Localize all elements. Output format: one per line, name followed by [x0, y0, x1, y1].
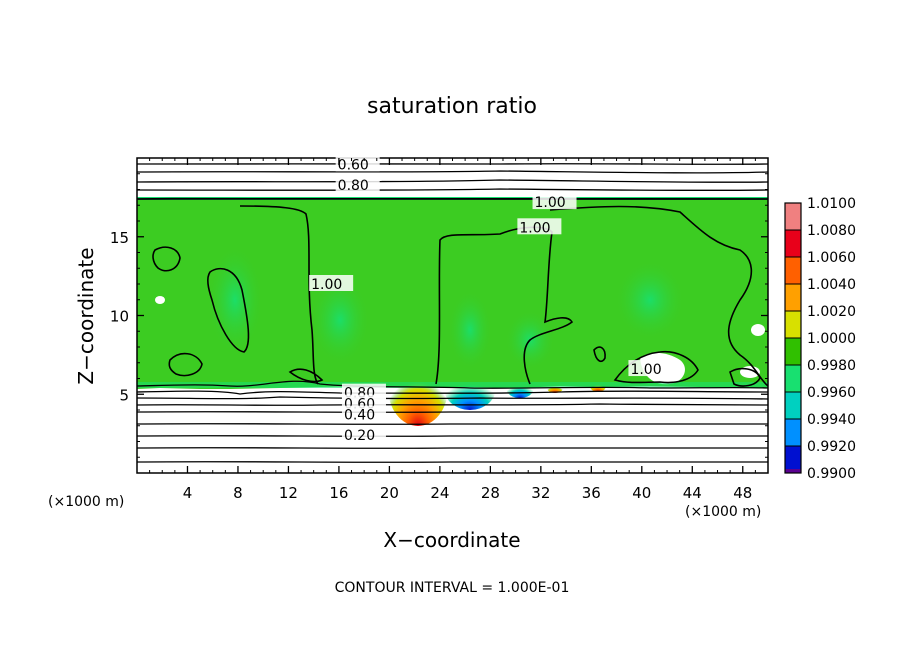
- colorbar-label: 1.0000: [807, 331, 856, 347]
- colorbar-swatch-bottom: [785, 469, 801, 473]
- colorbar-swatch: [785, 338, 801, 365]
- contour-label-bg: [335, 155, 380, 172]
- x-tick-label: 20: [380, 484, 399, 502]
- colorbar-label: 0.9920: [807, 439, 856, 455]
- x-tick-label: 32: [531, 484, 550, 502]
- colorbar-swatch: [785, 419, 801, 446]
- contour-lines-upper: [137, 163, 768, 200]
- contour-interval-note: CONTOUR INTERVAL = 1.000E-01: [335, 580, 570, 596]
- contour-label-bg: [517, 218, 562, 235]
- moist-patch: [207, 245, 263, 355]
- y-axis: 5 10 15: [110, 173, 768, 458]
- chart-title: saturation ratio: [367, 94, 537, 119]
- colorbar-swatch: [785, 230, 801, 257]
- x-unit-left: (×1000 m): [48, 494, 124, 510]
- contour-label-bg: [341, 405, 386, 422]
- plot-area: [137, 158, 768, 473]
- moist-patch: [310, 275, 370, 365]
- contour-label-bg: [309, 275, 354, 291]
- colorbar-swatch: [785, 365, 801, 392]
- colorbar: 1.0100 1.0080 1.0060 1.0040 1.0020 1.0000 0.99…: [784, 196, 856, 482]
- colorbar-swatch: [785, 311, 801, 338]
- moist-patch: [615, 260, 685, 340]
- clear-hole: [751, 324, 765, 336]
- x-tick-label: 44: [683, 484, 702, 502]
- moist-patch: [448, 290, 492, 370]
- colorbar-label: 1.0060: [807, 250, 856, 266]
- contour-label: 0.80: [338, 178, 369, 194]
- y-axis-label: Z−coordinate: [74, 247, 98, 384]
- x-tick-label: 48: [733, 484, 752, 502]
- colorbar-swatch: [785, 446, 801, 473]
- colorbar-label: 1.0040: [807, 277, 856, 293]
- colorbar-label: 0.9940: [807, 412, 856, 428]
- x-tick-label: 12: [279, 484, 298, 502]
- x-tick-label: 4: [183, 484, 193, 502]
- colorbar-swatch: [785, 284, 801, 311]
- x-unit-right: (×1000 m): [685, 504, 761, 520]
- contour-label: 1.00: [311, 277, 342, 293]
- y-tick-label: 5: [119, 386, 129, 404]
- contour-label: 1.00: [519, 220, 550, 236]
- contour-lines-lower: [137, 368, 768, 463]
- colorbar-label: 1.0080: [807, 223, 856, 239]
- x-axis: 4 8 12 16 20 24 28 32 36 40 44 48: [149, 158, 756, 502]
- contour-label: 1.00: [535, 195, 566, 211]
- colorbar-label: 0.9980: [807, 358, 856, 374]
- contour-label: 0.60: [338, 157, 369, 173]
- contour-lines-saturation: [152, 205, 768, 387]
- edge-band: [137, 382, 768, 388]
- contour-label-bg: [335, 175, 380, 192]
- y-tick-label: 10: [110, 308, 129, 326]
- x-tick-label: 40: [632, 484, 651, 502]
- colorbar-label: 1.0100: [807, 196, 856, 212]
- x-tick-label: 28: [481, 484, 500, 502]
- x-tick-label: 24: [430, 484, 449, 502]
- colorbar-swatch: [785, 257, 801, 284]
- contour-label: 0.20: [344, 428, 375, 444]
- contour-label-bg: [532, 193, 577, 210]
- colorbar-label: 1.0020: [807, 304, 856, 320]
- x-tick-label: 16: [329, 484, 348, 502]
- contour-labels: 0.600.801.001.001.001.000.800.600.400.20: [309, 155, 673, 444]
- x-axis-label: X−coordinate: [383, 528, 520, 552]
- clear-hole: [155, 296, 165, 304]
- field-layer: [137, 198, 768, 389]
- y-tick-label: 15: [110, 229, 129, 247]
- x-tick-label: 36: [582, 484, 601, 502]
- colorbar-swatch: [785, 392, 801, 419]
- contour-label-bg: [341, 426, 386, 443]
- contour-label: 1.00: [630, 362, 661, 378]
- colorbar-swatch: [785, 203, 801, 230]
- contour-label-bg: [628, 360, 673, 377]
- colorbar-label: 0.9900: [807, 466, 856, 482]
- contour-label: 0.40: [344, 408, 375, 424]
- x-tick-label: 8: [233, 484, 243, 502]
- colorbar-label: 0.9960: [807, 385, 856, 401]
